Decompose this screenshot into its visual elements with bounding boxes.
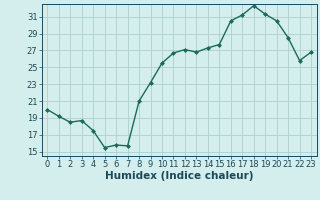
X-axis label: Humidex (Indice chaleur): Humidex (Indice chaleur) — [105, 171, 253, 181]
